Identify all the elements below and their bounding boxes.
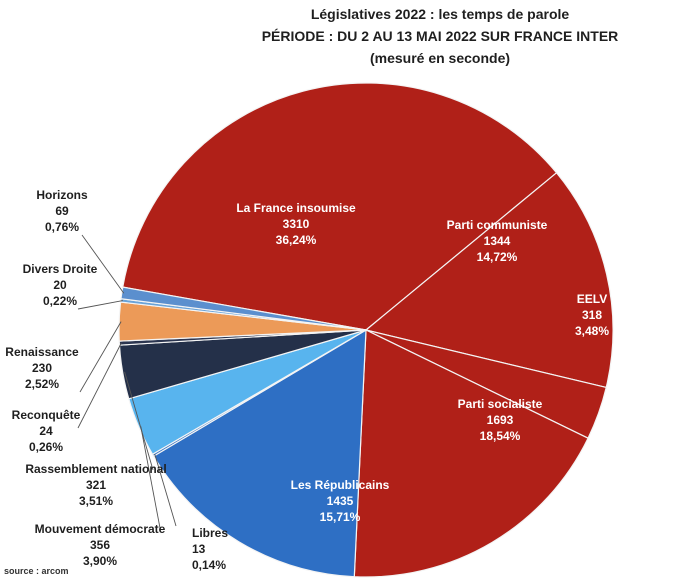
- slice-value-la-france-insoumise: 3310: [283, 217, 310, 231]
- slice-label-libres: Libres: [192, 526, 228, 540]
- pie-slices: [118, 82, 614, 578]
- chart-title: Législatives 2022 : les temps de parole: [310, 6, 570, 22]
- slice-labels: La France insoumise 3310 36,24% Parti commu…: [5, 188, 609, 572]
- slice-percent-renaissance: 2,52%: [25, 377, 59, 391]
- pie-slice-les-republicains: [152, 328, 367, 578]
- leader-line-rassemblement-national: [124, 371, 154, 471]
- pie-slice-parti-socialiste: [353, 329, 589, 578]
- slice-percent-parti-communiste: 14,72%: [477, 250, 518, 264]
- pie-slice-la-france-insoumise: [122, 82, 558, 331]
- slice-label-rassemblement-national: Rassemblement national: [25, 462, 166, 476]
- leader-line-reconquete: [77, 342, 122, 429]
- leader-line-divers-droite: [77, 300, 123, 310]
- slice-label-eelv: EELV: [577, 292, 607, 306]
- slice-value-eelv: 318: [582, 308, 602, 322]
- slice-value-rassemblement-national: 321: [86, 478, 106, 492]
- slice-percent-parti-socialiste: 18,54%: [480, 429, 521, 443]
- slice-label-la-france-insoumise: La France insoumise: [236, 201, 356, 215]
- slice-percent-mouvement-democrate: 3,90%: [83, 554, 117, 568]
- slice-percent-libres: 0,14%: [192, 558, 226, 572]
- slice-label-parti-socialiste: Parti socialiste: [458, 397, 543, 411]
- slice-label-divers-droite: Divers Droite: [23, 262, 98, 276]
- leader-lines: [77, 234, 177, 529]
- slice-label-horizons: Horizons: [36, 188, 88, 202]
- source-note: source : arcom: [4, 566, 69, 576]
- slice-percent-la-france-insoumise: 36,24%: [276, 233, 317, 247]
- leader-line-horizons: [81, 234, 125, 294]
- slice-value-les-republicains: 1435: [327, 494, 354, 508]
- leader-line-libres: [154, 454, 177, 527]
- slice-value-libres: 13: [192, 542, 206, 556]
- slice-label-les-republicains: Les Républicains: [291, 478, 390, 492]
- slice-value-parti-socialiste: 1693: [487, 413, 514, 427]
- slice-percent-divers-droite: 0,22%: [43, 294, 77, 308]
- slice-value-reconquete: 24: [39, 424, 53, 438]
- slice-percent-les-republicains: 15,71%: [320, 510, 361, 524]
- slice-percent-eelv: 3,48%: [575, 324, 609, 338]
- slice-value-renaissance: 230: [32, 361, 52, 375]
- chart-subtitle-unit: (mesuré en seconde): [369, 50, 511, 66]
- slice-percent-reconquete: 0,26%: [29, 440, 63, 454]
- slice-label-mouvement-democrate: Mouvement démocrate: [35, 522, 166, 536]
- slice-value-horizons: 69: [55, 204, 69, 218]
- pie-slice-horizons: [120, 286, 367, 331]
- slice-percent-rassemblement-national: 3,51%: [79, 494, 113, 508]
- slice-value-mouvement-democrate: 356: [90, 538, 110, 552]
- pie-slice-parti-communiste: [364, 171, 614, 389]
- leader-line-mouvement-democrate: [140, 426, 161, 529]
- slice-label-reconquete: Reconquête: [12, 408, 81, 422]
- slice-value-divers-droite: 20: [53, 278, 67, 292]
- slice-value-parti-communiste: 1344: [484, 234, 511, 248]
- slice-label-parti-communiste: Parti communiste: [447, 218, 548, 232]
- chart-subtitle-period: PÉRIODE : DU 2 AU 13 MAI 2022 SUR FRANCE…: [261, 28, 619, 44]
- leader-line-renaissance: [79, 321, 122, 393]
- slice-percent-horizons: 0,76%: [45, 220, 79, 234]
- slice-label-renaissance: Renaissance: [5, 345, 79, 359]
